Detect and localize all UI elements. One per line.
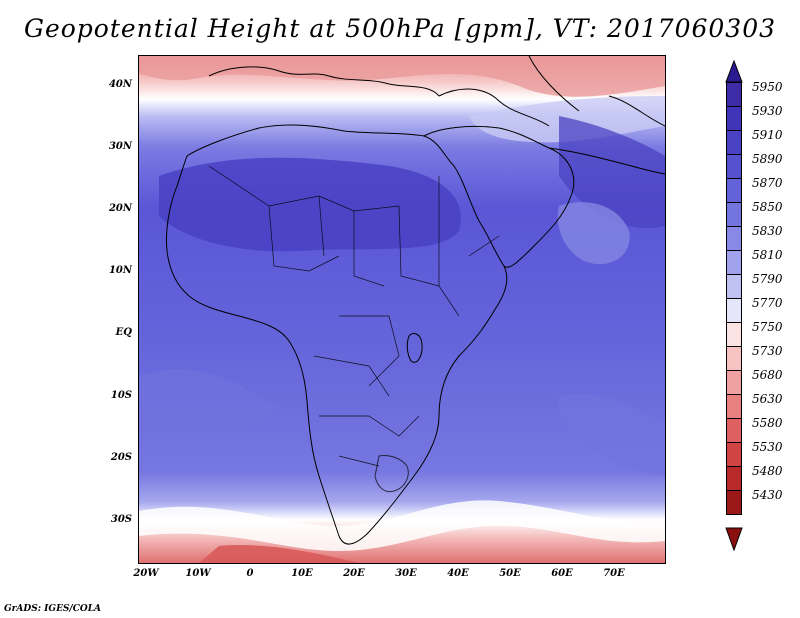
lon-label-20w: 20W	[133, 568, 159, 579]
colorbar-cell	[726, 250, 742, 275]
colorbar-cell	[726, 418, 742, 443]
map-title: Geopotential Height at 500hPa [gpm], VT:…	[23, 14, 777, 43]
colorbar-label: 5930	[752, 104, 783, 118]
lat-label-10n: 10N	[108, 265, 132, 276]
colorbar-label: 5480	[752, 464, 783, 478]
colorbar-label: 5890	[752, 152, 783, 166]
colorbar-label: 5910	[752, 128, 783, 142]
colorbar-cell	[726, 130, 742, 155]
colorbar-cell	[726, 394, 742, 419]
colorbar-cell	[726, 442, 742, 467]
colorbar-label: 5770	[752, 296, 783, 310]
lon-label-60e: 60E	[551, 568, 573, 579]
colorbar-cell	[726, 154, 742, 179]
lon-label-40e: 40E	[447, 568, 469, 579]
lat-label-40n: 40N	[108, 79, 132, 90]
colorbar-cell	[726, 202, 742, 227]
map-panel	[138, 55, 666, 564]
lon-label-10w: 10W	[185, 568, 211, 579]
colorbar-label: 5430	[752, 488, 783, 502]
colorbar-label: 5790	[752, 272, 783, 286]
lat-label-20n: 20N	[108, 203, 132, 214]
colorbar-bottom-arrow	[725, 527, 743, 552]
lon-label-30e: 30E	[395, 568, 417, 579]
colorbar-cell	[726, 178, 742, 203]
colorbar-label: 5850	[752, 200, 783, 214]
lat-label-20s: 20S	[110, 452, 132, 463]
colorbar-label: 5830	[752, 224, 783, 238]
lon-label-10e: 10E	[291, 568, 313, 579]
colorbar-cell	[726, 490, 742, 515]
height-field-map	[139, 56, 665, 563]
lon-label-50e: 50E	[499, 568, 521, 579]
colorbar-label: 5810	[752, 248, 783, 262]
lat-label-30s: 30S	[110, 514, 132, 525]
colorbar-cell	[726, 106, 742, 131]
colorbar-cell	[726, 466, 742, 491]
lon-label-20e: 20E	[343, 568, 365, 579]
colorbar-cell	[726, 322, 742, 347]
lat-label-30n: 30N	[108, 141, 132, 152]
colorbar-label: 5750	[752, 320, 783, 334]
colorbar-cell	[726, 274, 742, 299]
colorbar-cell	[726, 82, 742, 107]
colorbar-label: 5870	[752, 176, 783, 190]
colorbar-top-arrow	[725, 60, 743, 83]
lat-label-eq: EQ	[115, 327, 132, 338]
colorbar-label: 5530	[752, 440, 783, 454]
colorbar-label: 5630	[752, 392, 783, 406]
grads-credit: GrADS: IGES/COLA	[4, 604, 102, 614]
colorbar-cell	[726, 226, 742, 251]
colorbar-label: 5730	[752, 344, 783, 358]
lon-label-0: 0	[246, 568, 254, 579]
colorbar-label: 5950	[752, 80, 783, 94]
colorbar-cell	[726, 370, 742, 395]
colorbar-cell	[726, 298, 742, 323]
lat-label-10s: 10S	[110, 390, 132, 401]
colorbar	[726, 82, 742, 528]
colorbar-label: 5580	[752, 416, 783, 430]
colorbar-cell	[726, 346, 742, 371]
colorbar-label: 5680	[752, 368, 783, 382]
lon-label-70e: 70E	[603, 568, 625, 579]
